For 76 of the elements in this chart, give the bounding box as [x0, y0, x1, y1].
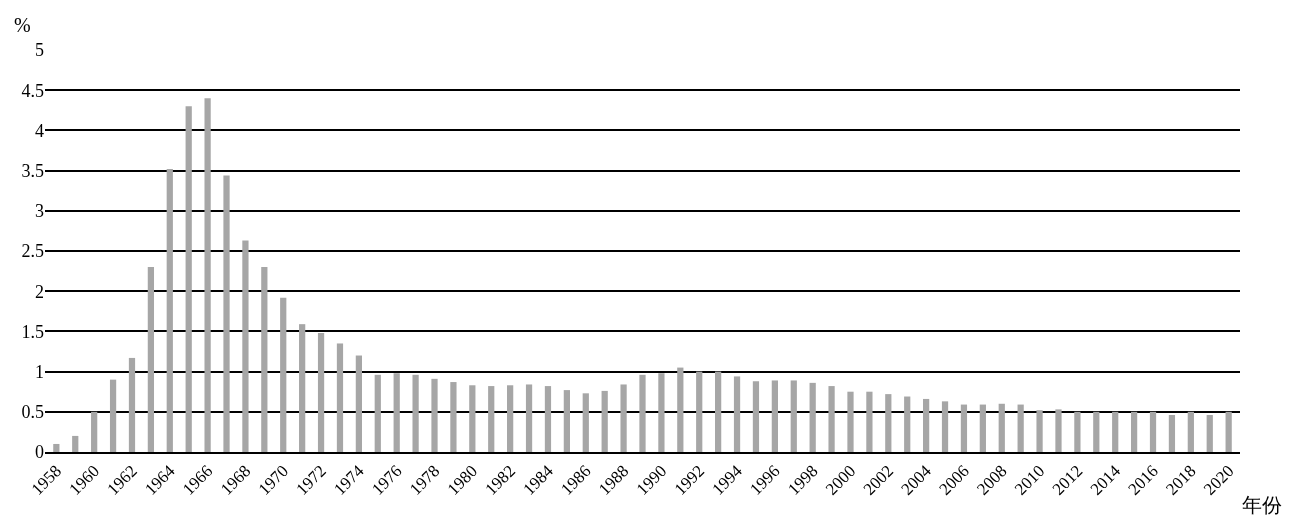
bar — [658, 373, 665, 452]
bar — [923, 398, 930, 452]
bar — [1074, 411, 1081, 452]
bar — [223, 175, 230, 452]
bar — [204, 98, 211, 452]
bar — [488, 386, 495, 452]
bar — [733, 376, 741, 452]
bar — [166, 168, 173, 452]
y-tick-label: 5 — [35, 40, 44, 61]
bar — [809, 382, 816, 452]
bar — [91, 411, 98, 452]
bar — [1206, 415, 1213, 452]
bar — [752, 381, 760, 452]
y-tick-label: 4.5 — [21, 80, 44, 101]
bar — [412, 374, 419, 452]
bar — [53, 443, 60, 452]
bar — [355, 355, 362, 452]
bar — [72, 435, 79, 452]
bar — [904, 396, 911, 452]
bar — [507, 385, 514, 452]
bar — [582, 393, 589, 452]
bar — [563, 390, 570, 452]
bar — [715, 371, 722, 452]
y-tick-label: 2.5 — [21, 241, 44, 262]
bar — [620, 384, 627, 452]
bar — [790, 380, 797, 452]
y-tick-label: 0 — [35, 442, 44, 463]
bar — [109, 379, 117, 452]
bar — [1225, 411, 1232, 452]
bar — [979, 404, 986, 452]
bar — [1112, 411, 1119, 452]
bar — [696, 371, 703, 452]
y-tick-label: 4 — [35, 120, 44, 141]
bar — [299, 324, 306, 452]
bar — [828, 386, 835, 452]
bar — [1017, 404, 1024, 452]
y-tick-label: 1 — [35, 361, 44, 382]
bar — [431, 378, 438, 452]
y-tick-label: 3 — [35, 201, 44, 222]
bar — [242, 240, 249, 452]
y-tick-label: 0.5 — [21, 402, 44, 423]
bar — [941, 401, 949, 452]
bar — [1055, 409, 1062, 452]
x-axis-title: 年份 — [1242, 494, 1282, 516]
bar — [450, 382, 457, 452]
y-axis-title: % — [14, 14, 31, 36]
bar — [960, 404, 968, 452]
bar — [1149, 411, 1157, 452]
y-tick-label: 1.5 — [21, 321, 44, 342]
bar — [128, 357, 136, 452]
bar — [1130, 411, 1138, 452]
bar — [393, 373, 400, 452]
bar — [639, 374, 646, 452]
bar — [147, 267, 155, 452]
bar — [317, 333, 325, 452]
bar — [544, 386, 552, 452]
bar — [677, 367, 684, 452]
bar — [847, 391, 854, 452]
y-tick-label: 3.5 — [21, 160, 44, 181]
bar — [374, 374, 381, 452]
bar — [469, 385, 476, 452]
bar — [261, 267, 268, 452]
bar — [601, 390, 608, 452]
bar — [1168, 415, 1176, 452]
bar — [1093, 411, 1100, 452]
y-tick-label: 2 — [35, 281, 44, 302]
bar — [336, 343, 344, 452]
bar — [866, 391, 873, 452]
bar — [280, 297, 287, 452]
bar — [1187, 411, 1194, 452]
bar — [1036, 410, 1043, 452]
bar — [525, 384, 533, 452]
bar — [771, 380, 778, 452]
bar — [185, 106, 192, 452]
bar — [998, 403, 1005, 452]
bar — [885, 394, 892, 452]
